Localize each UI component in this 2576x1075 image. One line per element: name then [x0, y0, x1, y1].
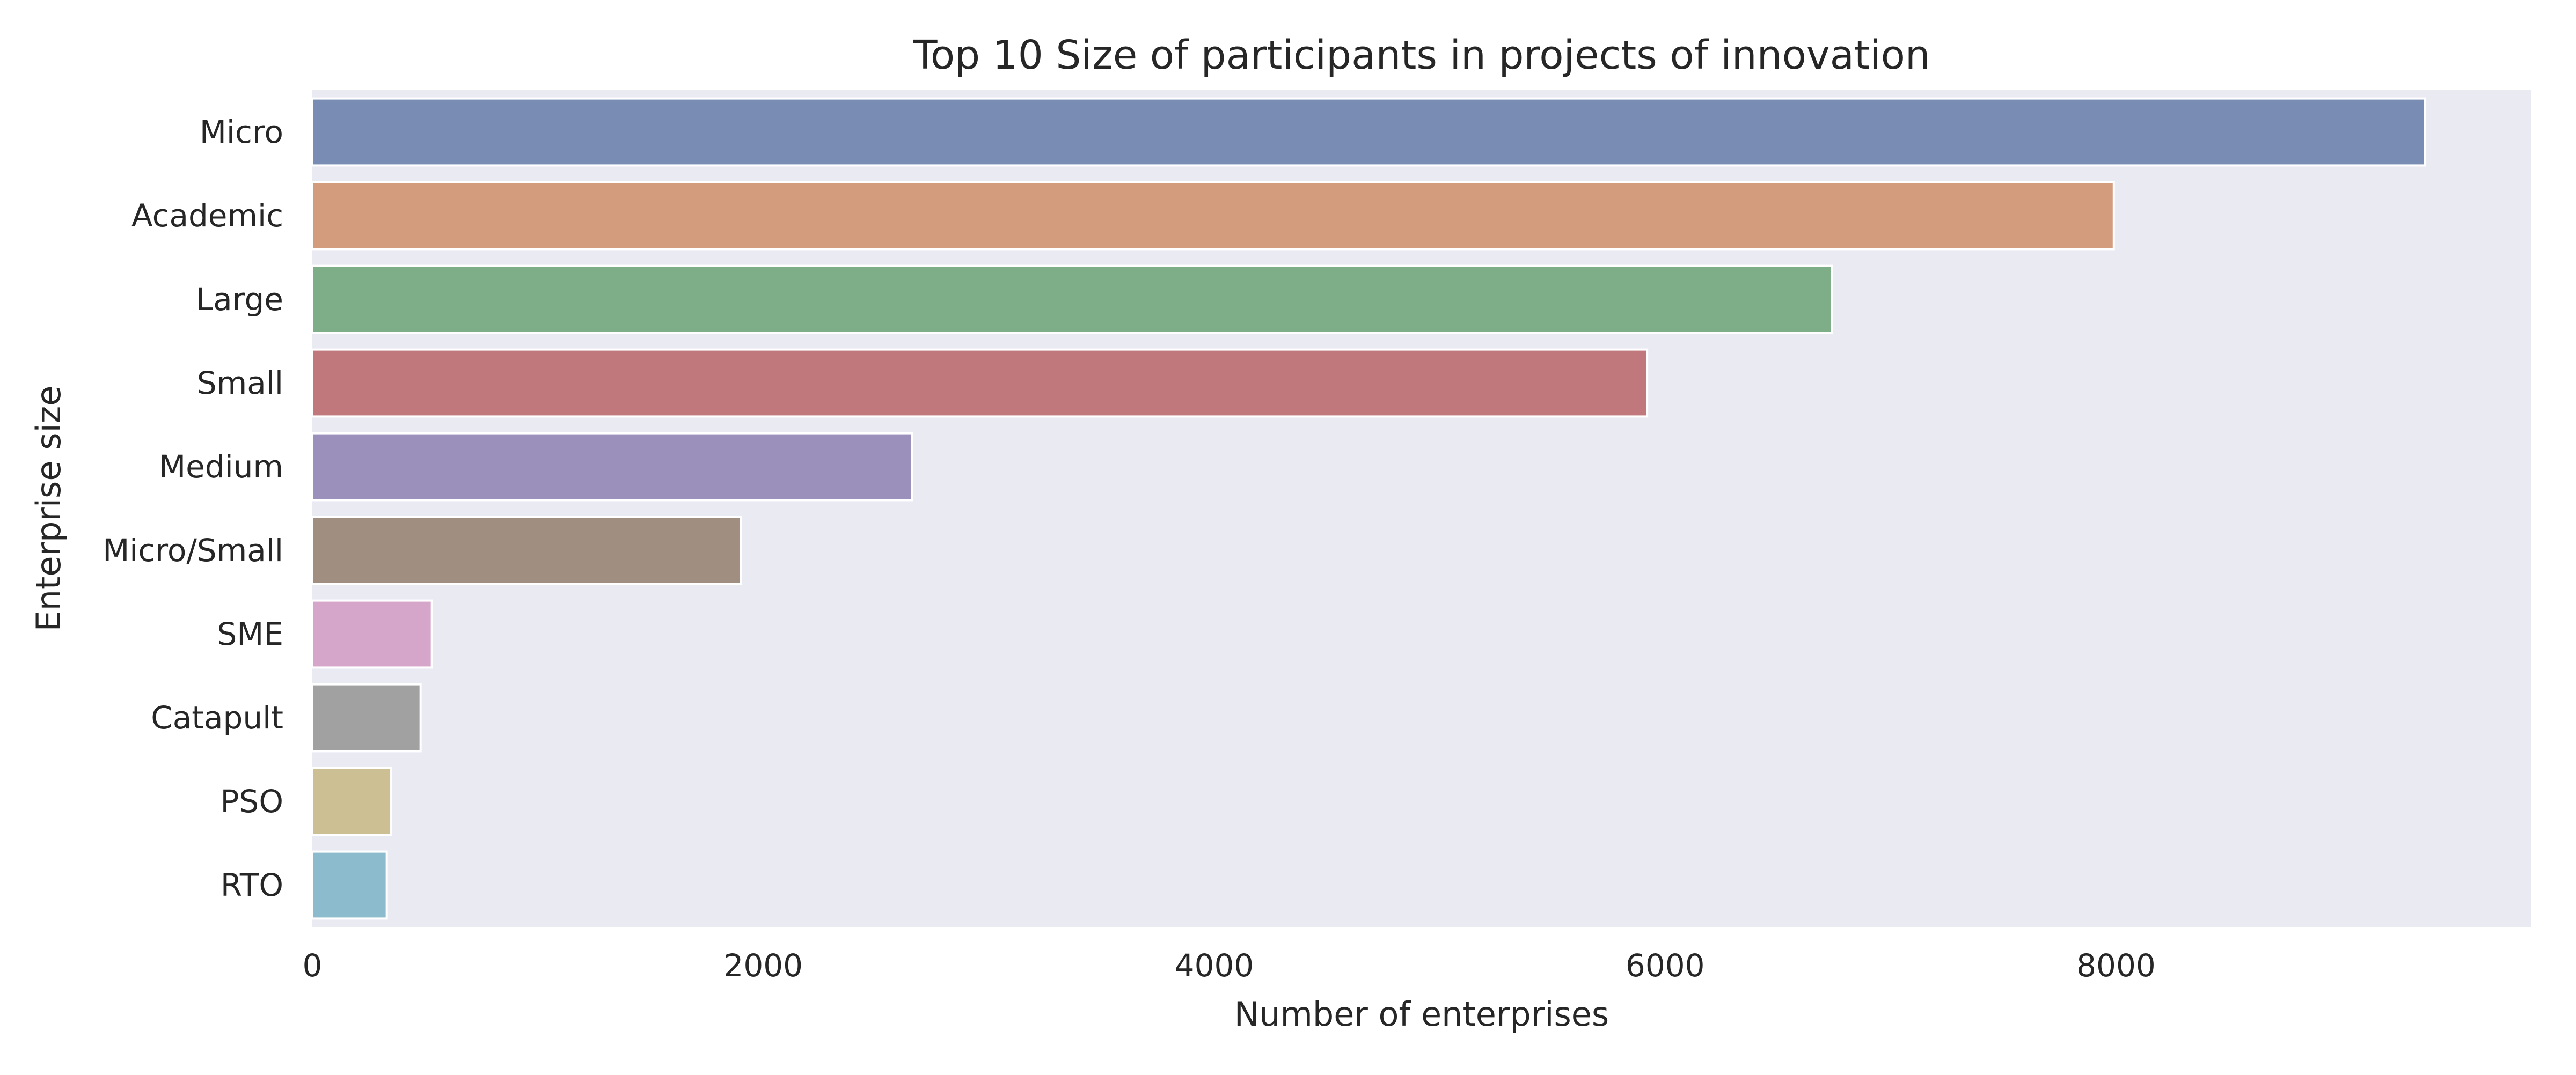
x-axis-label: Number of enterprises	[1234, 995, 1609, 1034]
bar-large	[311, 264, 1833, 334]
y-tick-labels: Micro Academic Large Small Medium Micro/Small…	[103, 114, 283, 903]
y-tick-label: Academic	[131, 197, 283, 234]
y-tick-label: PSO	[221, 783, 283, 820]
y-tick-label: Micro	[200, 114, 283, 150]
chart-title: Top 10 Size of participants in projects …	[912, 32, 1930, 78]
bar-academic	[311, 181, 2115, 251]
bar-catapult	[311, 683, 422, 753]
x-tick-label: 0	[303, 947, 323, 984]
bar-rto	[311, 850, 388, 920]
x-tick-labels: 0 2000 4000 6000 8000	[303, 947, 2156, 984]
bar-pso	[311, 767, 393, 836]
y-tick-label: Medium	[159, 448, 283, 485]
x-tick-label: 8000	[2076, 947, 2156, 984]
x-tick-label: 6000	[1626, 947, 1705, 984]
bar-micro	[311, 97, 2426, 167]
bar-sme	[311, 599, 433, 669]
y-axis-label: Enterprise size	[29, 386, 68, 632]
bar-micro-small	[311, 516, 742, 585]
y-tick-label: Micro/Small	[103, 532, 283, 569]
x-tick-label: 4000	[1175, 947, 1254, 984]
x-tick-label: 2000	[723, 947, 803, 984]
y-tick-label: Small	[197, 365, 283, 401]
bar-medium	[311, 432, 913, 502]
y-tick-label: Catapult	[151, 700, 283, 736]
y-tick-label: SME	[217, 616, 283, 652]
y-tick-label: RTO	[221, 867, 283, 903]
bar-small	[311, 348, 1649, 418]
bars-group	[311, 97, 2426, 920]
y-tick-label: Large	[196, 281, 283, 318]
